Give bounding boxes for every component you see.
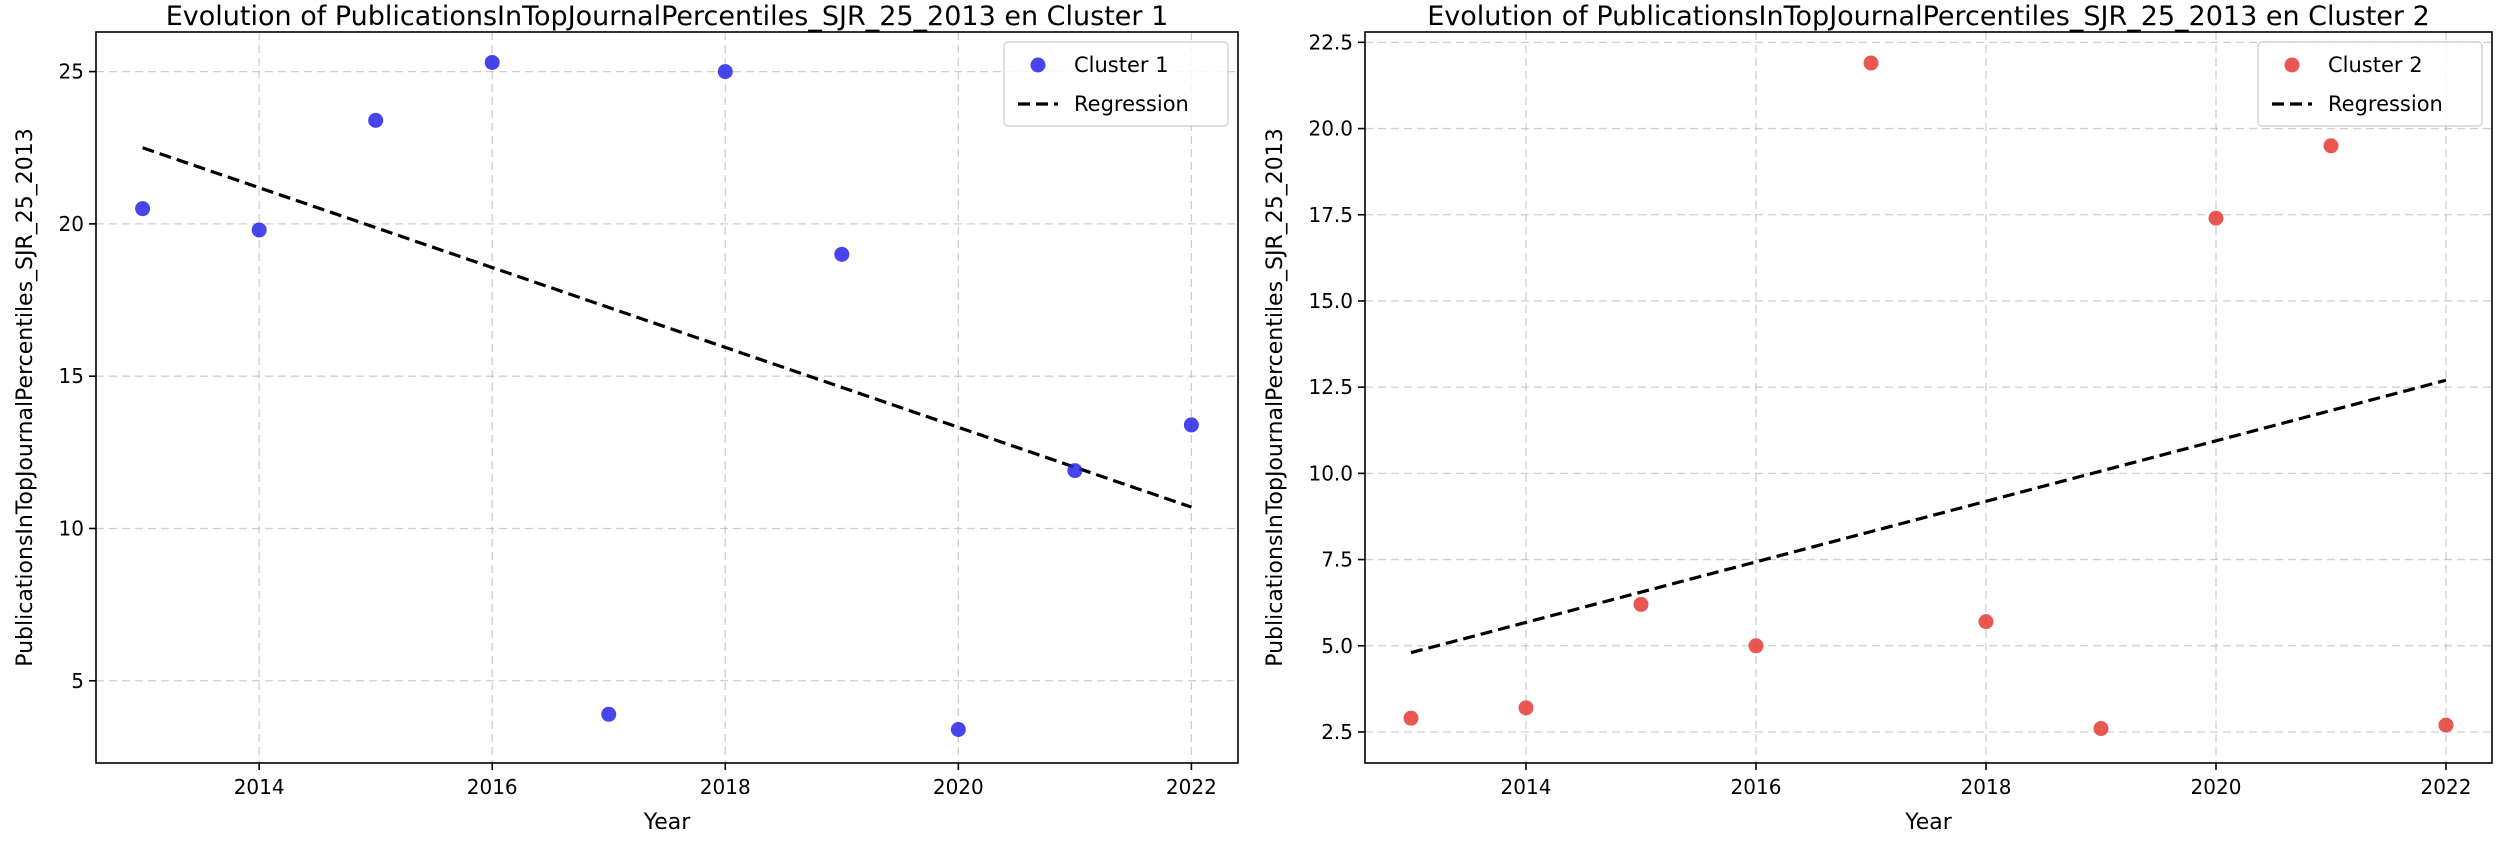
- data-point: [2208, 210, 2224, 226]
- data-point: [135, 201, 151, 217]
- data-point: [1863, 55, 1879, 71]
- data-point: [1067, 463, 1083, 479]
- y-tick-label: 10: [59, 516, 84, 540]
- x-axis-label: Year: [643, 810, 692, 835]
- y-axis-label: PublicationsInTopJournalPercentiles_SJR_…: [13, 128, 38, 667]
- x-tick-label: 2016: [1731, 775, 1782, 799]
- plot-frame: [95, 31, 1239, 764]
- data-point: [2323, 138, 2339, 154]
- legend-marker: [1030, 57, 1046, 73]
- y-tick-label: 25: [59, 60, 84, 84]
- legend: Cluster 2 Regression: [2257, 41, 2483, 127]
- data-point: [2438, 717, 2454, 733]
- x-tick-label: 2018: [700, 775, 751, 799]
- y-tick-label: 15: [59, 364, 84, 388]
- x-tick-label: 2020: [933, 775, 984, 799]
- data-point: [1633, 596, 1649, 612]
- x-tick-label: 2016: [467, 775, 518, 799]
- data-point: [834, 246, 850, 262]
- regression-line: [1410, 378, 2447, 655]
- x-tick-label: 2014: [1501, 775, 1552, 799]
- data-point: [1183, 417, 1199, 433]
- y-tick-label: 2.5: [1321, 720, 1353, 744]
- chart-title: Evolution of PublicationsInTopJournalPer…: [1427, 1, 2430, 32]
- x-tick-label: 2018: [1961, 775, 2012, 799]
- plot-frame: [1364, 31, 2493, 764]
- chart-cluster-1: 2014 2016 2018 2020 2022 5 10 15 20 25 Evolution o…: [13, 1, 1239, 835]
- y-tick-label: 10.0: [1308, 461, 1353, 485]
- y-tick-label: 5: [71, 669, 84, 693]
- legend: Cluster 1 Regression: [1003, 41, 1229, 127]
- y-tick-label: 20.0: [1308, 117, 1353, 141]
- data-point: [601, 706, 617, 722]
- legend-marker: [2284, 57, 2300, 73]
- y-tick-label: 7.5: [1321, 548, 1353, 572]
- data-point: [368, 112, 384, 128]
- x-tick-label: 2022: [1166, 775, 1217, 799]
- y-axis-label: PublicationsInTopJournalPercentiles_SJR_…: [1263, 128, 1288, 667]
- data-point: [950, 721, 966, 737]
- legend-label-series: Cluster 2: [2328, 53, 2423, 77]
- chart-title: Evolution of PublicationsInTopJournalPer…: [166, 1, 1169, 32]
- legend-box: [2257, 41, 2483, 127]
- data-point: [1403, 710, 1419, 726]
- legend-label-series: Cluster 1: [1074, 53, 1169, 77]
- chart-cluster-2: 2014 2016 2018 2020 2022 2.5 5.0 7.5 10.0 12.5 15.…: [1263, 1, 2493, 835]
- y-tick-label: 5.0: [1321, 634, 1353, 658]
- data-point: [484, 54, 500, 70]
- y-tick-label: 20: [59, 212, 84, 236]
- legend-label-regression: Regression: [1074, 92, 1189, 116]
- y-tick-label: 15.0: [1308, 289, 1353, 313]
- y-tick-label: 22.5: [1308, 30, 1353, 54]
- x-tick-label: 2020: [2191, 775, 2242, 799]
- x-axis-label: Year: [1904, 810, 1953, 835]
- data-point: [2093, 721, 2109, 737]
- data-point: [1748, 638, 1764, 654]
- data-point: [717, 64, 733, 80]
- regression-line: [142, 146, 1192, 509]
- data-point: [251, 222, 267, 238]
- y-tick-label: 17.5: [1308, 203, 1353, 227]
- x-tick-label: 2022: [2421, 775, 2472, 799]
- legend-box: [1003, 41, 1229, 127]
- data-point: [1518, 700, 1534, 716]
- x-tick-label: 2014: [234, 775, 285, 799]
- data-point: [1978, 614, 1994, 630]
- y-tick-label: 12.5: [1308, 375, 1353, 399]
- legend-label-regression: Regression: [2328, 92, 2443, 116]
